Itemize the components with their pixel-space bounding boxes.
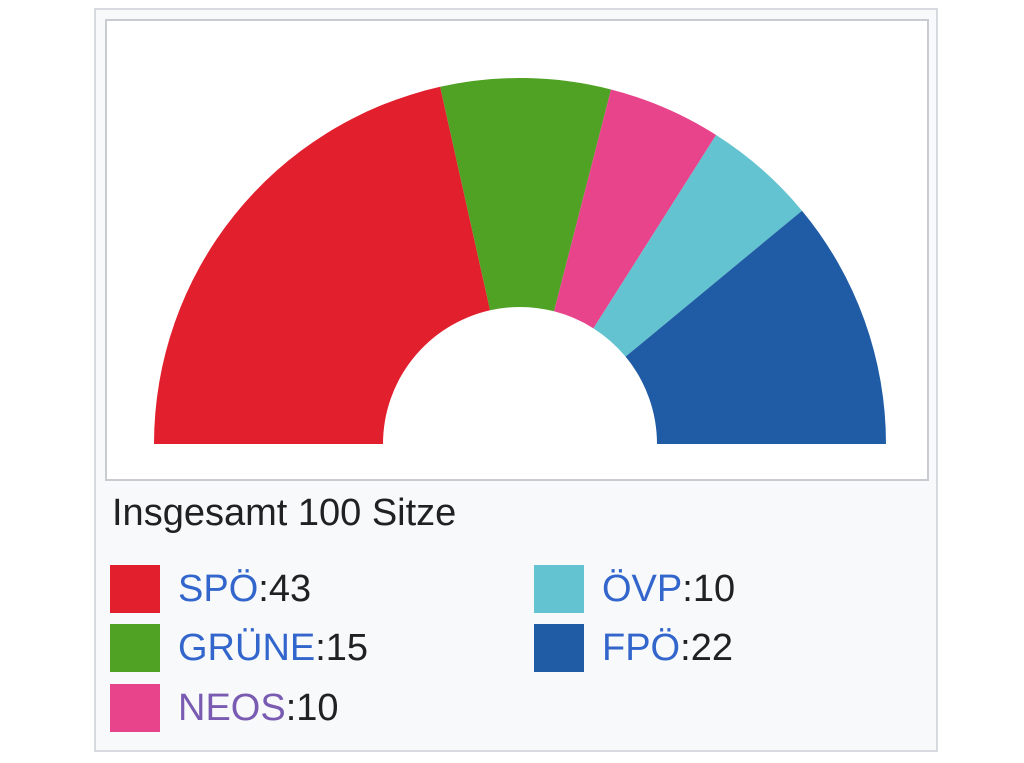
legend-value-gruene: 15 [325, 626, 369, 669]
party-link-oevp[interactable]: ÖVP [602, 567, 683, 610]
legend-swatch-spoe [110, 565, 160, 613]
legend-item-oevp: ÖVP: 10 [534, 564, 735, 614]
legend-value-fpoe: 22 [690, 626, 733, 669]
legend-item-neos: NEOS: 10 [110, 683, 339, 733]
legend-separator: : [680, 626, 691, 669]
legend-separator: : [315, 626, 326, 669]
legend-item-fpoe: FPÖ: 22 [534, 623, 733, 673]
parliament-seat-chart-card: Insgesamt 100 Sitze SPÖ: 43 GRÜNE: 15 NE… [94, 8, 938, 752]
seat-segment-fpoe [625, 210, 886, 444]
party-link-neos[interactable]: NEOS [178, 686, 286, 729]
seat-segment-oevp [593, 134, 803, 357]
legend-item-spoe: SPÖ: 43 [110, 564, 311, 614]
total-seats-label: Insgesamt 100 Sitze [112, 492, 457, 534]
seat-segment-spoe [154, 86, 491, 444]
seat-segment-neos [554, 89, 717, 329]
legend-separator: : [285, 686, 297, 729]
party-link-fpoe[interactable]: FPÖ [602, 626, 681, 669]
party-link-gruene[interactable]: GRÜNE [178, 626, 316, 669]
legend-separator: : [682, 567, 693, 610]
legend-swatch-fpoe [534, 624, 584, 672]
seat-segment-gruene [440, 77, 612, 312]
seat-chart-svg [154, 77, 886, 444]
legend-swatch-oevp [534, 565, 584, 613]
legend-separator: : [258, 567, 269, 610]
legend-swatch-gruene [110, 624, 160, 672]
seat-chart-plot-area [105, 19, 929, 481]
legend-value-spoe: 43 [268, 567, 312, 610]
legend-value-neos: 10 [296, 686, 339, 729]
legend-swatch-neos [110, 684, 160, 732]
party-link-spoe[interactable]: SPÖ [178, 567, 259, 610]
legend-value-oevp: 10 [692, 567, 736, 610]
legend-item-gruene: GRÜNE: 15 [110, 623, 368, 673]
